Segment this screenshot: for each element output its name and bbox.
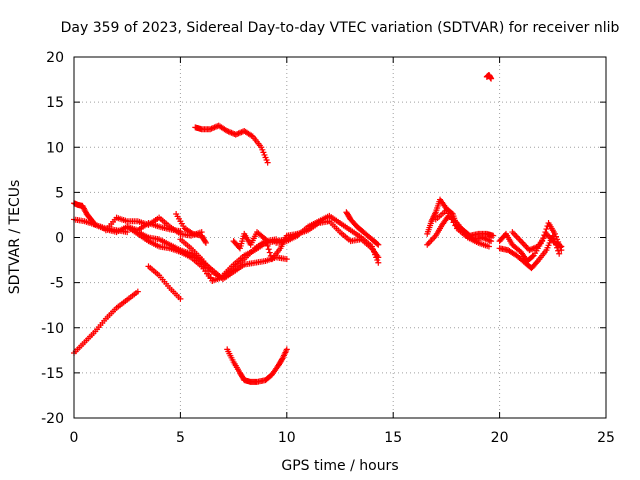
data-point	[375, 241, 382, 248]
x-tick-label: 20	[491, 430, 509, 446]
data-point-interp	[555, 247, 562, 254]
data-point	[202, 239, 209, 246]
data-point	[488, 238, 495, 245]
y-tick-label: 5	[55, 185, 64, 201]
x-tick-label: 5	[176, 430, 185, 446]
data-point-interp	[452, 222, 459, 229]
data-marks	[71, 72, 565, 385]
data-point	[490, 232, 497, 239]
y-tick-label: -5	[50, 276, 64, 292]
data-point	[488, 75, 495, 82]
x-tick-label: 15	[384, 430, 402, 446]
y-tick-label: 20	[46, 50, 64, 66]
plot-border	[73, 56, 607, 419]
data-point-interp	[533, 259, 540, 266]
data-point	[375, 254, 382, 261]
data-point-interp	[204, 267, 210, 274]
data-point	[262, 236, 269, 243]
data-point-interp	[265, 246, 272, 253]
data-point-interp	[207, 274, 214, 281]
data-point-interp	[445, 210, 452, 217]
data-point	[443, 207, 450, 214]
y-tick-label: 15	[46, 95, 64, 111]
y-tick-label: 0	[55, 231, 64, 247]
y-tick-label: -10	[41, 321, 64, 337]
data-point	[485, 243, 492, 250]
y-axis-label: SDTVAR / TECUs	[7, 180, 23, 295]
data-point-interp	[557, 242, 564, 249]
x-tick-label: 10	[278, 430, 296, 446]
data-point-interp	[529, 253, 536, 260]
x-tick-label: 0	[70, 430, 79, 446]
data-point	[198, 257, 205, 264]
data-point	[283, 256, 290, 263]
data-point-interp	[446, 213, 453, 220]
data-point-interp	[205, 271, 212, 278]
data-point	[558, 243, 565, 250]
data-point-interp	[263, 239, 270, 246]
data-point	[134, 288, 141, 295]
data-point-interp	[202, 238, 209, 245]
data-point	[124, 229, 131, 236]
data-point	[375, 259, 382, 266]
y-tick-label: -20	[41, 411, 64, 427]
data-point-interp	[374, 240, 381, 247]
data-point-interp	[448, 216, 455, 223]
data-point-interp	[450, 219, 457, 226]
data-point	[264, 159, 271, 166]
x-tick-label: 25	[597, 430, 615, 446]
data-point-interp	[266, 249, 273, 256]
data-point	[283, 346, 290, 353]
data-point	[177, 295, 184, 302]
grid-layer	[74, 57, 606, 418]
data-point-interp	[200, 261, 207, 268]
y-tick-label: -15	[41, 366, 64, 382]
data-point-interp	[264, 242, 271, 249]
chart-title: Day 359 of 2023, Sidereal Day-to-day VTE…	[61, 20, 620, 36]
data-point-interp	[202, 264, 209, 271]
x-axis-label: GPS time / hours	[281, 458, 398, 474]
y-tick-label: 10	[46, 140, 64, 156]
data-point	[556, 250, 563, 257]
